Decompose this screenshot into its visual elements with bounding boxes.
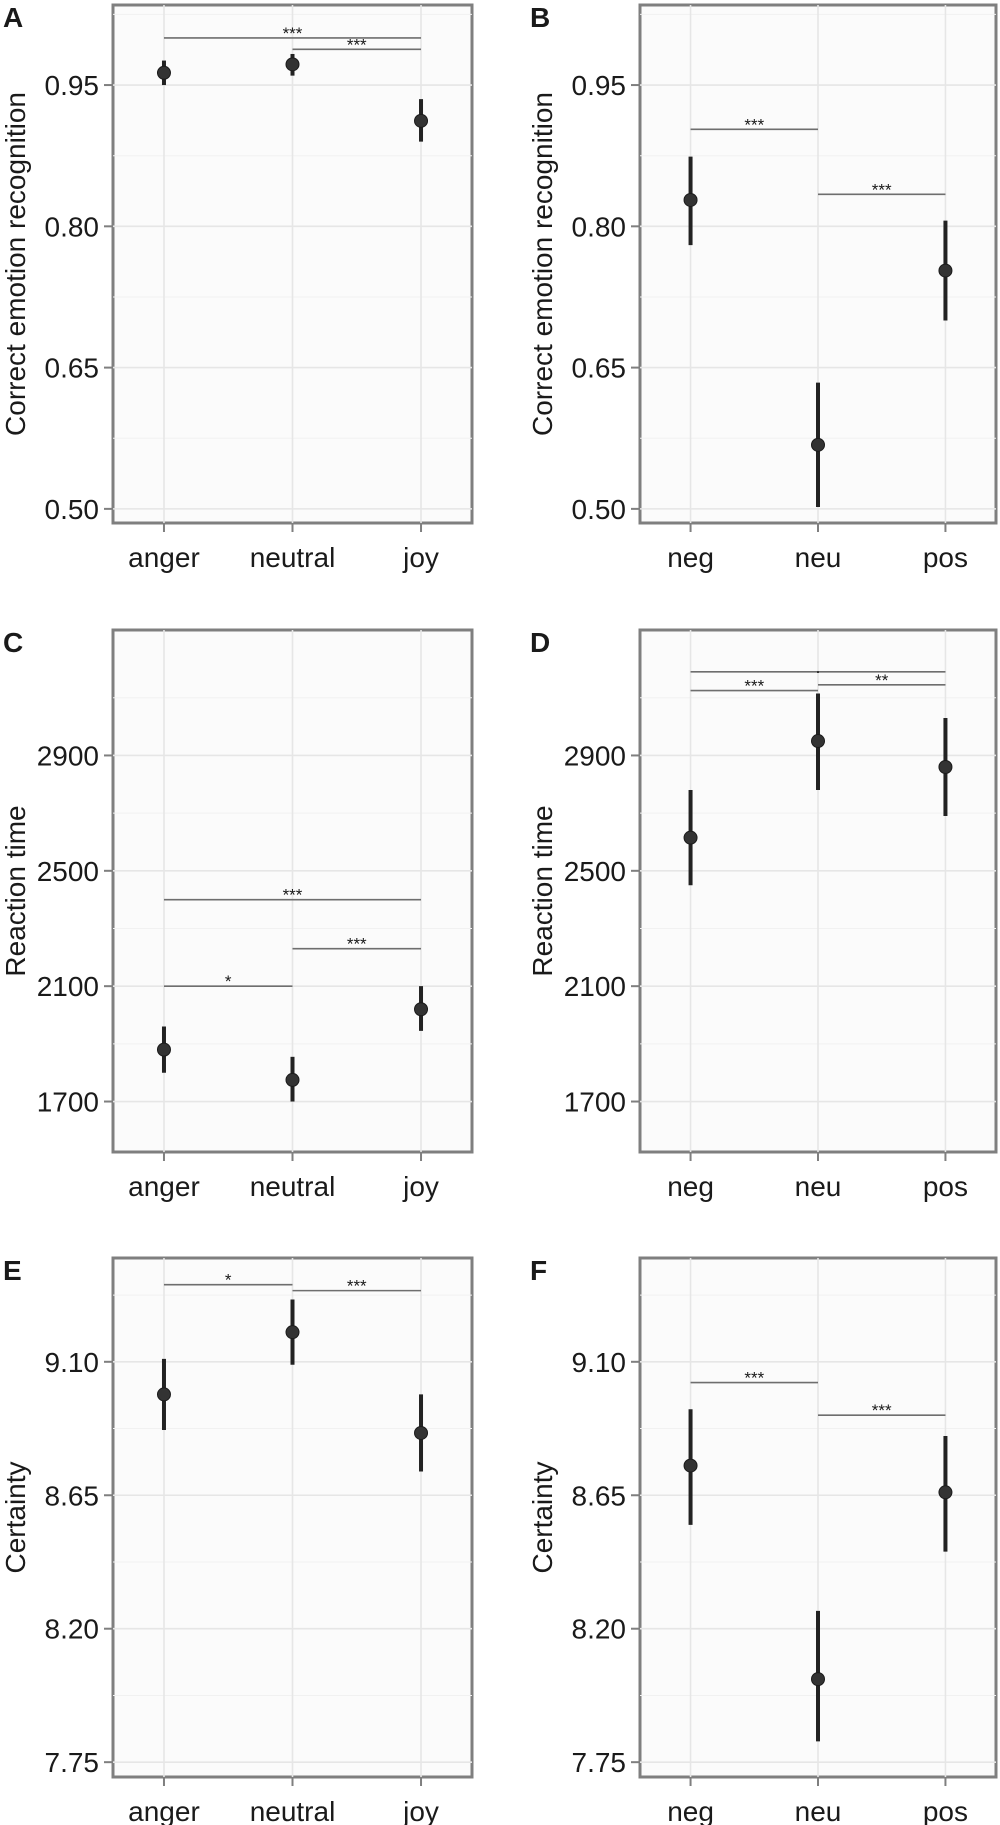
data-point [414,1425,429,1440]
x-tick-label: joy [402,1171,439,1202]
x-tick-label: joy [402,1796,439,1825]
y-tick-label: 9.10 [45,1347,100,1378]
y-tick-label: 0.80 [572,211,627,242]
y-axis-title: Reaction time [0,805,31,976]
x-tick-label: neg [667,1796,714,1825]
data-point [938,263,953,278]
data-point [414,113,429,128]
y-axis-title: Reaction time [527,805,558,976]
significance-label: *** [744,677,764,696]
y-axis-title: Correct emotion recognition [527,92,558,436]
significance-label: *** [347,35,367,54]
panel-c: 1700 2100 2500 2900 anger neutral joy Reaction … [0,627,474,1202]
y-axis-title: Correct emotion recognition [0,92,31,436]
x-tick-label: neu [795,1796,842,1825]
data-point [683,192,698,207]
data-point [285,57,300,72]
data-point [938,759,953,774]
y-tick-label: 7.75 [572,1747,627,1778]
y-tick-label: 0.65 [45,353,100,384]
data-point [938,1485,953,1500]
x-tick-label: pos [923,1796,968,1825]
x-tick-label: anger [128,1171,200,1202]
y-tick-label: 8.20 [45,1614,100,1645]
data-point [156,1042,171,1057]
data-point [285,1072,300,1087]
panel-f: 7.75 8.20 8.65 9.10 neg neu pos Certainty F *** **… [527,1255,998,1825]
significance-label: *** [283,886,303,905]
significance-label: *** [872,1401,892,1420]
x-tick-label: pos [923,542,968,573]
x-tick-label: neu [795,542,842,573]
data-point [811,1672,825,1687]
x-tick-label: neg [667,1171,714,1202]
significance-label: *** [347,1277,367,1296]
y-axis-title: Certainty [0,1461,31,1573]
data-point [683,830,698,845]
y-tick-label: 2500 [37,856,99,887]
y-tick-label: 8.20 [572,1614,627,1645]
panel-b: 0.50 0.65 0.80 0.95 neg neu pos Correct emotion… [527,2,998,573]
x-tick-label: anger [128,542,200,573]
significance-label: *** [744,115,764,134]
panel-a: 0.50 0.65 0.80 0.95 anger neutral joy Correct e… [0,2,474,573]
panel-letter: C [3,627,23,658]
y-tick-label: 0.50 [45,494,100,525]
y-tick-label: 2900 [564,740,626,771]
y-tick-label: 2100 [564,971,626,1002]
significance-label: . [816,658,821,677]
data-point [683,1458,698,1473]
data-point [811,437,825,452]
y-tick-label: 1700 [37,1087,99,1118]
significance-label: *** [872,180,892,199]
panel-e: 7.75 8.20 8.65 9.10 anger neutral joy Certainty… [0,1255,474,1825]
y-tick-label: 2900 [37,740,99,771]
data-point [156,65,171,80]
data-point [811,734,825,749]
data-point [414,1002,429,1017]
panel-letter: B [530,2,550,33]
x-tick-label: neutral [250,542,336,573]
x-tick-label: anger [128,1796,200,1825]
y-tick-label: 0.95 [572,70,627,101]
y-tick-label: 8.65 [572,1480,627,1511]
y-axis-title: Certainty [527,1461,558,1573]
y-tick-label: 0.95 [45,70,100,101]
y-tick-label: 0.80 [45,211,100,242]
significance-label: *** [744,1369,764,1388]
x-tick-label: joy [402,542,439,573]
y-tick-label: 0.50 [572,494,627,525]
y-tick-label: 2500 [564,856,626,887]
x-tick-label: neutral [250,1796,336,1825]
x-tick-label: neu [795,1171,842,1202]
y-tick-label: 1700 [564,1087,626,1118]
y-tick-label: 2100 [37,971,99,1002]
panel-d: 1700 2100 2500 2900 neg neu pos Reaction time D.… [527,627,998,1202]
panel-letter: E [3,1255,22,1286]
significance-label: *** [347,935,367,954]
significance-label: * [225,1271,232,1290]
data-point [156,1387,171,1402]
data-point [285,1325,300,1340]
significance-label: ** [875,671,889,690]
y-tick-label: 0.65 [572,353,627,384]
x-tick-label: neutral [250,1171,336,1202]
y-tick-label: 9.10 [572,1347,627,1378]
y-tick-label: 8.65 [45,1480,100,1511]
panel-letter: D [530,627,550,658]
panel-letter: F [530,1255,547,1286]
panel-letter: A [3,2,23,33]
x-tick-label: pos [923,1171,968,1202]
significance-label: *** [283,24,303,43]
x-tick-label: neg [667,542,714,573]
significance-label: * [225,972,232,991]
y-tick-label: 7.75 [45,1747,100,1778]
